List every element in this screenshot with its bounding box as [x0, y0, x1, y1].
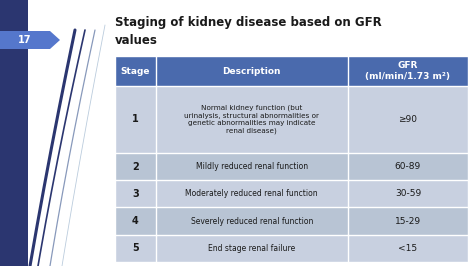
- Text: 1: 1: [132, 114, 139, 124]
- Text: 30-59: 30-59: [395, 189, 421, 198]
- Text: 4: 4: [132, 216, 139, 226]
- Text: 5: 5: [132, 243, 139, 253]
- Bar: [115, 207, 468, 235]
- Text: 15-29: 15-29: [395, 217, 421, 226]
- Text: 3: 3: [132, 189, 139, 199]
- Text: Normal kidney function (but
urinalysis, structural abnormalities or
genetic abno: Normal kidney function (but urinalysis, …: [184, 105, 319, 134]
- Polygon shape: [0, 31, 60, 49]
- Text: End stage renal failure: End stage renal failure: [208, 244, 295, 253]
- Bar: [115, 56, 468, 86]
- Text: ≥90: ≥90: [399, 115, 418, 124]
- Text: Stage: Stage: [120, 66, 150, 76]
- Bar: [115, 153, 468, 180]
- Text: Mildly reduced renal function: Mildly reduced renal function: [196, 162, 308, 171]
- Text: GFR
(ml/min/1.73 m²): GFR (ml/min/1.73 m²): [365, 61, 450, 81]
- Text: values: values: [115, 34, 158, 47]
- Bar: [0, 0, 28, 266]
- Text: Severely reduced renal function: Severely reduced renal function: [191, 217, 313, 226]
- Bar: [115, 86, 468, 153]
- Text: <15: <15: [399, 244, 418, 253]
- Text: 17: 17: [18, 35, 32, 45]
- Text: 60-89: 60-89: [395, 162, 421, 171]
- Bar: [115, 180, 468, 207]
- Text: Moderately reduced renal function: Moderately reduced renal function: [185, 189, 318, 198]
- Text: Description: Description: [222, 66, 281, 76]
- Bar: [115, 235, 468, 262]
- Text: 2: 2: [132, 161, 139, 172]
- Text: Staging of kidney disease based on GFR: Staging of kidney disease based on GFR: [115, 16, 382, 29]
